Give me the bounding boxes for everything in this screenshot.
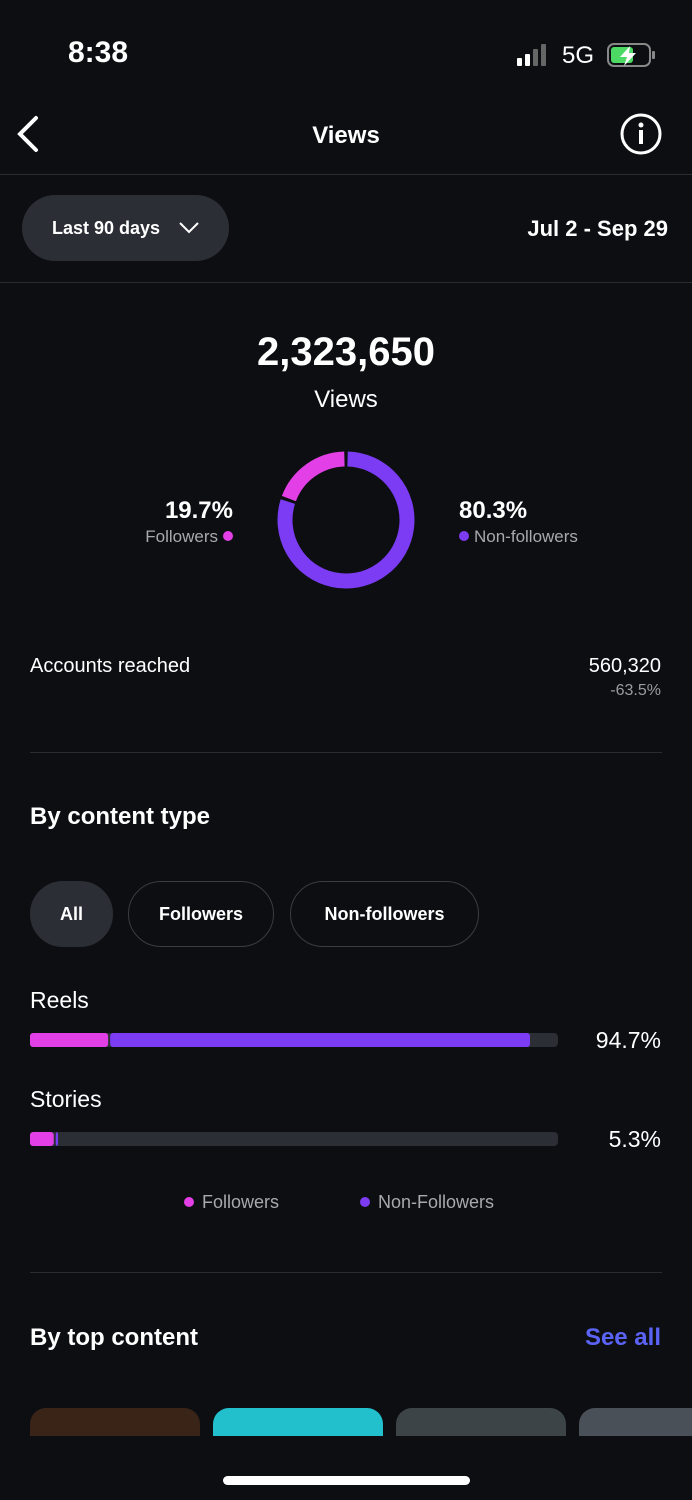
tab-non-followers[interactable]: Non-followers	[290, 881, 479, 947]
section-title: By content type	[30, 803, 211, 830]
bar-segment	[55, 1132, 58, 1146]
legend-label: Non-Followers	[378, 1192, 494, 1212]
bar-category: Stories	[30, 1086, 102, 1112]
home-bar-area	[0, 1436, 692, 1500]
donut-segment	[277, 451, 415, 589]
divider	[0, 174, 692, 175]
chevron	[179, 222, 199, 234]
bar-segment	[110, 1033, 531, 1047]
range-label: Last 90 days	[52, 218, 161, 238]
signal-icon	[517, 44, 546, 66]
bar-category: Reels	[30, 987, 89, 1013]
legend-dot	[223, 531, 233, 541]
section-title: By top content	[30, 1324, 198, 1351]
total-views: 2,323,650	[257, 330, 435, 374]
accounts-label: Accounts reached	[30, 655, 191, 677]
divider	[0, 282, 692, 283]
audience-donut: 19.7% Followers 80.3% Non-followers	[145, 451, 578, 589]
legend-dot	[360, 1197, 370, 1207]
time: 8:38	[68, 36, 129, 69]
bar-segment	[30, 1033, 109, 1047]
see-all-link[interactable]: See all	[584, 1324, 661, 1351]
pie-label: Followers	[145, 527, 218, 546]
legend-label: Followers	[202, 1192, 279, 1212]
accounts-value: 560,320	[588, 655, 661, 677]
divider	[30, 1272, 662, 1273]
battery-icon	[607, 43, 655, 67]
home-indicator	[223, 1476, 470, 1485]
total-label: Views	[314, 386, 378, 413]
donut-segment	[281, 451, 345, 502]
tab-followers[interactable]: Followers	[128, 881, 274, 947]
legend-dot	[459, 531, 469, 541]
page-title: Views	[312, 122, 380, 149]
pie-value: 19.7%	[165, 497, 233, 524]
bar-track	[30, 1132, 558, 1146]
range-dropdown[interactable]: Last 90 days	[22, 195, 229, 261]
content-type-bars: Reels 94.7% Stories 5.3% Followers Non-Follow…	[30, 987, 661, 1212]
divider	[30, 752, 662, 753]
network: 5G	[562, 42, 595, 69]
accounts-change: -63.5%	[610, 682, 661, 699]
tab-all[interactable]: All	[30, 881, 113, 947]
legend-dot	[184, 1197, 194, 1207]
back-button[interactable]	[14, 114, 44, 154]
bar-value-label: 94.7%	[596, 1027, 661, 1053]
info-button[interactable]	[618, 111, 664, 157]
bar-value-label: 5.3%	[609, 1126, 661, 1152]
bar-segment	[30, 1132, 54, 1146]
pie-label: Non-followers	[474, 527, 578, 546]
date-range: Jul 2 - Sep 29	[527, 216, 668, 241]
pie-value: 80.3%	[459, 497, 527, 524]
